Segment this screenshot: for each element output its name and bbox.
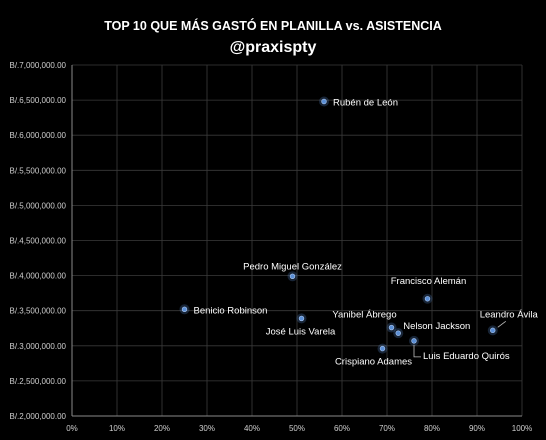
y-tick-label: B/.5,500,000.00 bbox=[10, 166, 67, 175]
y-tick-label: B/.4,000,000.00 bbox=[10, 272, 67, 281]
x-tick-label: 30% bbox=[199, 424, 215, 433]
data-label: Luis Eduardo Quirós bbox=[423, 351, 510, 362]
data-point bbox=[289, 273, 296, 280]
data-label: Crispiano Adames bbox=[335, 357, 412, 368]
tick-labels: B/.2,000,000.00 B/.2,500,000.00 B/.3,000,0… bbox=[10, 61, 533, 433]
data-point bbox=[424, 296, 431, 302]
data-point bbox=[395, 330, 401, 336]
x-tick-label: 50% bbox=[289, 424, 305, 433]
data-point bbox=[379, 345, 386, 352]
x-tick-label: 0% bbox=[66, 424, 78, 433]
data-point bbox=[490, 327, 496, 334]
x-tick-label: 70% bbox=[379, 424, 395, 433]
x-tick-label: 40% bbox=[244, 424, 260, 433]
data-label: Benicio Robinson bbox=[194, 305, 268, 316]
data-points bbox=[179, 96, 498, 354]
data-label: Pedro Miguel González bbox=[243, 261, 342, 272]
y-tick-label: B/.3,500,000.00 bbox=[10, 307, 67, 316]
x-tick-label: 90% bbox=[469, 424, 485, 433]
data-point bbox=[298, 315, 305, 322]
data-point bbox=[388, 324, 395, 331]
chart-title: TOP 10 QUE MÁS GASTÓ EN PLANILLA vs. ASI… bbox=[104, 18, 442, 33]
x-tick-label: 10% bbox=[109, 424, 125, 433]
gridlines bbox=[71, 64, 523, 417]
data-label: Rubén de León bbox=[333, 98, 398, 109]
y-tick-label: B/.5,000,000.00 bbox=[10, 201, 67, 210]
chart-subtitle: @praxispty bbox=[230, 39, 317, 56]
data-label: José Luis Varela bbox=[266, 326, 336, 337]
axes bbox=[71, 65, 522, 417]
y-tick-label: B/.6,500,000.00 bbox=[10, 96, 67, 105]
leader-line bbox=[413, 344, 421, 358]
y-tick-label: B/.7,000,000.00 bbox=[10, 61, 67, 70]
x-tick-label: 60% bbox=[334, 424, 350, 433]
y-tick-label: B/.3,000,000.00 bbox=[10, 342, 67, 351]
y-tick-label: B/.2,000,000.00 bbox=[10, 412, 67, 421]
leader-line bbox=[497, 321, 506, 328]
data-point bbox=[321, 98, 327, 105]
data-point bbox=[411, 338, 417, 344]
y-tick-label: B/.6,000,000.00 bbox=[10, 131, 67, 140]
x-tick-label: 100% bbox=[512, 424, 532, 433]
data-label: Nelson Jackson bbox=[403, 321, 470, 332]
x-tick-label: 80% bbox=[424, 424, 440, 433]
data-label: Yanibel Ábrego bbox=[332, 310, 396, 321]
y-tick-label: B/.4,500,000.00 bbox=[10, 237, 67, 246]
data-point bbox=[181, 306, 188, 312]
data-label: Leandro Ávila bbox=[480, 309, 539, 320]
data-labels: Rubén de León Pedro Miguel González Franci… bbox=[194, 98, 539, 368]
y-tick-label: B/.2,500,000.00 bbox=[10, 377, 67, 386]
data-label: Francisco Alemán bbox=[391, 276, 467, 287]
x-tick-label: 20% bbox=[154, 424, 170, 433]
